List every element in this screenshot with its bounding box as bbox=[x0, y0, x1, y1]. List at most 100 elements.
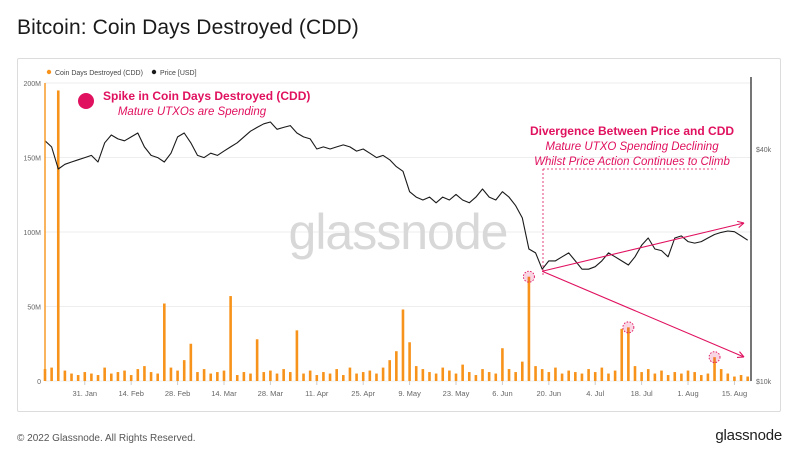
cdd-bar bbox=[269, 370, 272, 381]
watermark: glassnode bbox=[289, 204, 508, 260]
cdd-bar bbox=[70, 373, 73, 381]
cdd-bar bbox=[481, 369, 484, 381]
cdd-bar bbox=[593, 372, 597, 381]
divergence-line2: Whilst Price Action Continues to Climb bbox=[534, 156, 730, 168]
cdd-bar bbox=[176, 370, 179, 381]
cdd-bar bbox=[56, 90, 60, 381]
cdd-bar bbox=[699, 375, 703, 381]
cdd-bar bbox=[494, 373, 498, 381]
cdd-bar bbox=[202, 369, 206, 381]
right-axis-tick-label: $40k bbox=[756, 147, 772, 154]
cdd-bar bbox=[434, 373, 438, 381]
left-axis-tick-label: 0 bbox=[37, 379, 41, 386]
left-axis-ticks: 0 50M 100M 150M 200M bbox=[23, 81, 41, 386]
divergence-title: Divergence Between Price and CDD bbox=[530, 124, 734, 138]
cdd-bar bbox=[209, 373, 213, 381]
left-axis-tick-label: 50M bbox=[27, 305, 41, 312]
cdd-bar bbox=[706, 373, 710, 381]
cdd-bar bbox=[633, 366, 637, 381]
left-axis-tick-label: 200M bbox=[23, 81, 41, 88]
cdd-bar bbox=[574, 372, 577, 381]
cdd-bar bbox=[302, 373, 305, 381]
x-axis-tick-label: 15. Aug bbox=[722, 389, 747, 398]
cdd-bar bbox=[163, 303, 166, 381]
cdd-bar bbox=[534, 366, 537, 381]
cdd-bar bbox=[501, 348, 504, 381]
cdd-bar bbox=[461, 364, 464, 381]
x-axis-tick-label: 11. Apr bbox=[305, 389, 329, 398]
cdd-bar bbox=[196, 372, 199, 381]
cdd-bar bbox=[666, 375, 670, 381]
cdd-bar bbox=[514, 372, 517, 381]
cdd-bar bbox=[149, 372, 153, 381]
x-axis-tick-label: 14. Mar bbox=[211, 389, 237, 398]
cdd-bar bbox=[368, 370, 372, 381]
cdd-bar bbox=[653, 373, 657, 381]
legend-price-label[interactable]: Price [USD] bbox=[160, 70, 197, 77]
cdd-bar bbox=[520, 361, 524, 381]
cdd-bar bbox=[288, 372, 292, 381]
cdd-bar bbox=[673, 372, 677, 381]
cdd-bar bbox=[116, 372, 120, 381]
cdd-bar bbox=[428, 372, 431, 381]
cdd-bar bbox=[620, 328, 624, 381]
cdd-bar bbox=[282, 369, 285, 381]
cdd-bar bbox=[448, 370, 451, 381]
cdd-bar bbox=[567, 370, 570, 381]
cdd-bar bbox=[361, 372, 365, 381]
cdd-bar bbox=[76, 375, 80, 381]
cdd-bar bbox=[103, 367, 106, 381]
page-title: Bitcoin: Coin Days Destroyed (CDD) bbox=[17, 16, 359, 39]
cdd-bar bbox=[467, 372, 471, 381]
cdd-bar bbox=[580, 373, 584, 381]
x-axis-tick-label: 31. Jan bbox=[72, 389, 97, 398]
cdd-bar bbox=[613, 370, 617, 381]
cdd-spike-highlight bbox=[622, 321, 635, 334]
x-axis-tick-label: 25. Apr bbox=[351, 389, 375, 398]
x-axis-tick-label: 20. Jun bbox=[537, 389, 562, 398]
cdd-bar bbox=[600, 367, 604, 381]
cdd-bar bbox=[401, 309, 405, 381]
cdd-bar bbox=[90, 373, 93, 381]
cdd-bar bbox=[746, 376, 749, 381]
cdd-bar bbox=[242, 372, 246, 381]
cdd-bar bbox=[487, 372, 491, 381]
x-axis-tick-label: 9. May bbox=[398, 389, 421, 398]
spike-annotation: Spike in Coin Days Destroyed (CDD) Matur… bbox=[78, 89, 310, 118]
cdd-bar bbox=[235, 375, 239, 381]
cdd-bar bbox=[63, 370, 67, 381]
legend[interactable]: Coin Days Destroyed (CDD) Price [USD] bbox=[46, 69, 197, 77]
spike-title: Spike in Coin Days Destroyed (CDD) bbox=[103, 89, 310, 103]
cdd-bar bbox=[136, 369, 140, 381]
cdd-bar bbox=[414, 366, 418, 381]
cdd-bar bbox=[255, 339, 259, 381]
cdd-bar bbox=[129, 375, 133, 381]
cdd-bar bbox=[726, 373, 730, 381]
cdd-bar bbox=[527, 276, 531, 381]
cdd-bar bbox=[660, 370, 663, 381]
x-axis-tick-label: 1. Aug bbox=[677, 389, 698, 398]
cdd-bar bbox=[686, 370, 690, 381]
price-uptrend-arrow bbox=[542, 222, 745, 272]
cdd-bar bbox=[474, 375, 478, 381]
cdd-bar bbox=[540, 369, 544, 381]
cdd-bar bbox=[275, 373, 279, 381]
x-axis-ticks: 31. Jan 14. Feb 28. Feb 14. Mar 28. Mar 11. A… bbox=[72, 381, 747, 398]
cdd-bar bbox=[646, 369, 650, 381]
legend-price-swatch bbox=[151, 69, 157, 75]
cdd-bar bbox=[554, 367, 557, 381]
cdd-bar bbox=[607, 373, 610, 381]
cdd-bar bbox=[308, 370, 312, 381]
x-axis-tick-label: 28. Mar bbox=[258, 389, 284, 398]
price-uptrend-arrow-head bbox=[737, 220, 745, 228]
cdd-price-chart: Coin Days Destroyed (CDD) Price [USD] 0 5… bbox=[23, 69, 772, 398]
brand-logo: glassnode bbox=[715, 427, 782, 444]
cdd-bar bbox=[719, 369, 723, 381]
cdd-downtrend-arrow-head bbox=[736, 351, 745, 359]
cdd-bar bbox=[328, 373, 332, 381]
cdd-bar bbox=[335, 369, 338, 381]
cdd-bar bbox=[96, 375, 100, 381]
cdd-bar bbox=[315, 375, 319, 381]
cdd-bar bbox=[123, 370, 126, 381]
legend-cdd-label[interactable]: Coin Days Destroyed (CDD) bbox=[55, 70, 143, 77]
